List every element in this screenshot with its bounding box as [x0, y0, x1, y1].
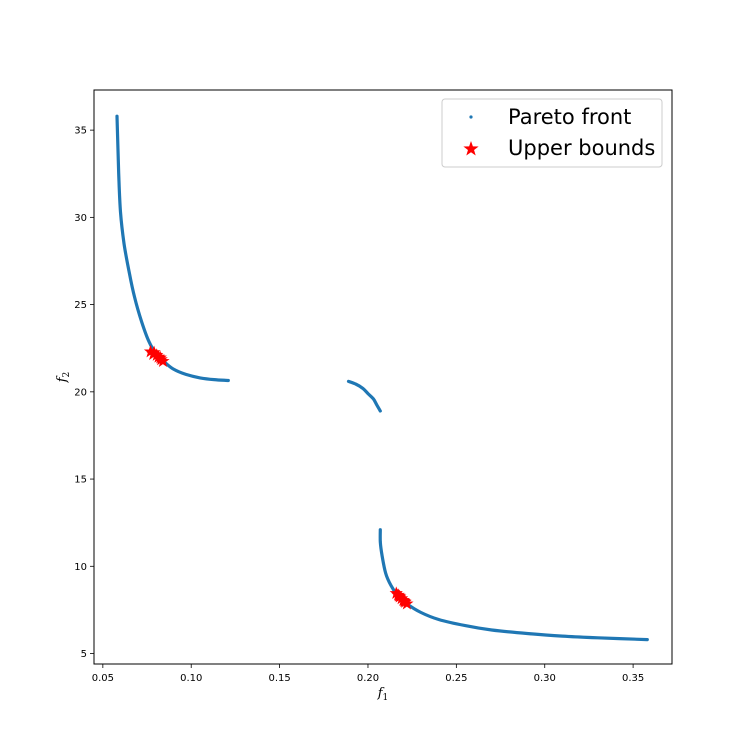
upper-bound-marker: [153, 350, 167, 364]
upper-bound-marker: [146, 347, 160, 360]
legend-pareto-label: Pareto front: [508, 105, 631, 129]
y-axis-label: f2: [55, 372, 72, 384]
x-tick-label: 0.20: [357, 673, 379, 684]
x-tick-label: 0.05: [92, 673, 114, 684]
x-tick-label: 0.25: [445, 673, 467, 684]
legend-pareto-marker: [469, 115, 473, 119]
pareto-front-segment-1: [115, 114, 230, 383]
y-tick-label: 25: [74, 300, 87, 311]
plot-area: [94, 90, 672, 664]
plot-frame: [93, 89, 673, 665]
y-tick-label: 35: [74, 126, 87, 137]
y-tick-label: 5: [81, 649, 87, 660]
x-tick-label: 0.10: [180, 673, 202, 684]
upper-bound-marker: [389, 586, 403, 599]
x-tick-label: 0.35: [622, 673, 644, 684]
x-tick-label: 0.30: [534, 673, 556, 684]
pareto-front-segment-3: [378, 528, 649, 642]
y-tick-label: 20: [74, 387, 87, 398]
y-tick-label: 15: [74, 475, 87, 486]
upper-bound-marker: [397, 594, 411, 607]
upper-bound-marker: [392, 588, 406, 602]
legend-box: [441, 98, 663, 168]
y-tick-label: 30: [74, 213, 87, 224]
y-tick-label: 10: [74, 562, 87, 573]
legend-upper-marker: [463, 141, 479, 156]
pareto-front-segment-2: [346, 379, 382, 413]
legend-upper-label: Upper bounds: [508, 136, 655, 160]
x-axis-label: f1: [377, 686, 389, 703]
legend: Pareto front Upper bounds: [441, 98, 663, 168]
x-tick-label: 0.15: [268, 673, 290, 684]
